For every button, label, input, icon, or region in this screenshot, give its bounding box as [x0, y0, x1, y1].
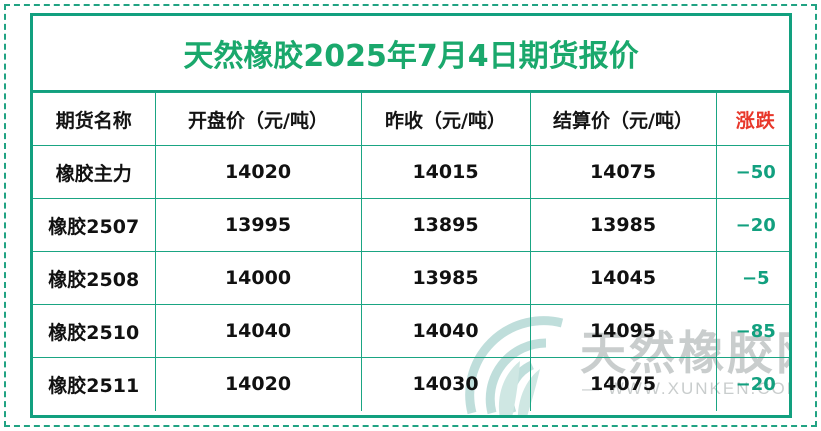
settlement-price-text: 14095: [589, 320, 657, 342]
open-price-text: 14040: [224, 320, 292, 342]
table-row: 橡胶2507 13995 13895 13985 −20: [33, 198, 789, 252]
change-text: −20: [735, 373, 776, 395]
prev-close-text: 14030: [412, 373, 479, 396]
cell-settlement-price: 14095: [529, 304, 717, 358]
column-header-name-label: 期货名称: [55, 109, 132, 132]
contract-name-text: 橡胶2510: [48, 321, 140, 344]
futures-quote-table: 期货名称 开盘价（元/吨） 昨收（元/吨） 结算价（元/吨） 涨跌 橡胶: [33, 92, 789, 411]
column-header-prev-close-label: 昨收（元/吨）: [385, 109, 506, 132]
cell-prev-close: 14030: [360, 357, 531, 411]
table-row: 橡胶2510 14040 14040 14095 −85: [33, 304, 789, 358]
settlement-price-text: 14075: [589, 373, 657, 396]
column-header-name: 期货名称: [33, 92, 156, 146]
prev-close-text: 14040: [412, 320, 479, 342]
cell-settlement-price: 14075: [529, 357, 717, 411]
cell-prev-close: 13895: [360, 198, 531, 252]
cell-settlement-price: 14045: [529, 251, 717, 305]
cell-contract-name: 橡胶2508: [33, 251, 156, 305]
change-text: −20: [735, 214, 776, 236]
table-row: 橡胶2508 14000 13985 14045 −5: [33, 251, 789, 305]
cell-change: −50: [715, 145, 789, 199]
cell-settlement-price: 14075: [529, 145, 717, 199]
cell-contract-name: 橡胶主力: [33, 145, 156, 199]
open-price-text: 14000: [224, 267, 292, 289]
change-text: −5: [741, 267, 770, 289]
cell-contract-name: 橡胶2511: [33, 357, 156, 411]
change-text: −85: [735, 320, 776, 342]
contract-name-text: 橡胶2511: [48, 374, 140, 397]
column-header-open-price-label: 开盘价（元/吨）: [188, 109, 328, 132]
table-row: 橡胶主力 14020 14015 14075 −50: [33, 145, 789, 199]
settlement-price-text: 14075: [589, 161, 657, 183]
open-price-text: 14020: [224, 373, 292, 396]
contract-name-text: 橡胶主力: [55, 162, 132, 185]
settlement-price-text: 13985: [589, 214, 657, 236]
contract-name-text: 橡胶2507: [48, 215, 140, 238]
cell-change: −20: [715, 198, 789, 252]
table-row: 橡胶2511 14020 14030 14075 −20: [33, 357, 789, 411]
prev-close-text: 13985: [412, 267, 479, 289]
cell-open-price: 14000: [154, 251, 362, 305]
cell-change: −85: [715, 304, 789, 358]
cell-contract-name: 橡胶2507: [33, 198, 156, 252]
title-bar: 天然橡胶2025年7月4日期货报价: [33, 16, 789, 92]
cell-prev-close: 14015: [360, 145, 531, 199]
open-price-text: 14020: [224, 161, 292, 183]
column-header-change-label: 涨跌: [735, 109, 776, 132]
contract-name-text: 橡胶2508: [48, 268, 140, 291]
outer-dashed-frame: [4, 4, 817, 427]
cell-open-price: 14020: [154, 145, 362, 199]
prev-close-text: 13895: [412, 214, 479, 236]
cell-open-price: 14040: [154, 304, 362, 358]
cell-open-price: 13995: [154, 198, 362, 252]
cell-change: −5: [715, 251, 789, 305]
change-text: −50: [735, 161, 776, 183]
column-header-change: 涨跌: [715, 92, 789, 146]
table-header-row: 期货名称 开盘价（元/吨） 昨收（元/吨） 结算价（元/吨） 涨跌: [33, 92, 789, 146]
column-header-settlement-price-label: 结算价（元/吨）: [553, 109, 693, 132]
column-header-open-price: 开盘价（元/吨）: [154, 92, 362, 146]
cell-change: −20: [715, 357, 789, 411]
cell-prev-close: 13985: [360, 251, 531, 305]
cell-open-price: 14020: [154, 357, 362, 411]
page-title: 天然橡胶2025年7月4日期货报价: [183, 39, 639, 74]
column-header-settlement-price: 结算价（元/吨）: [529, 92, 717, 146]
settlement-price-text: 14045: [589, 267, 657, 289]
column-header-prev-close: 昨收（元/吨）: [360, 92, 531, 146]
cell-prev-close: 14040: [360, 304, 531, 358]
cell-settlement-price: 13985: [529, 198, 717, 252]
open-price-text: 13995: [224, 214, 292, 236]
prev-close-text: 14015: [412, 161, 479, 183]
cell-contract-name: 橡胶2510: [33, 304, 156, 358]
quote-table-card: 天然橡胶网 — WWW.XUNKEN.COM — 天然橡胶2025年7月4日期货…: [30, 13, 792, 418]
